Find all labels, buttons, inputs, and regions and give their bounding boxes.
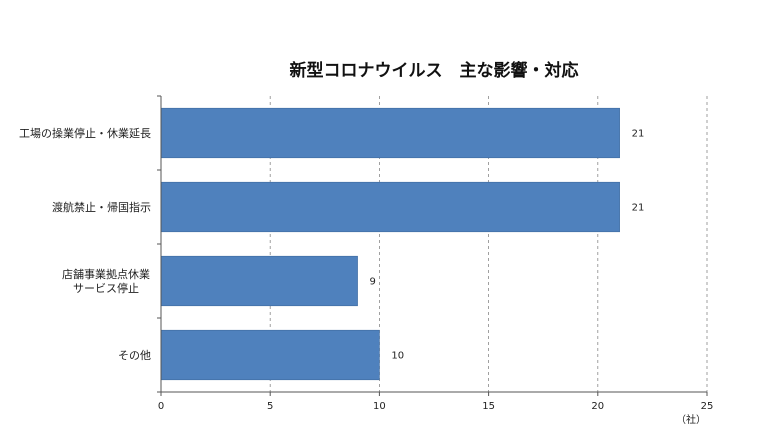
data-label: 21 [632, 129, 645, 140]
category-label: 工場の操業停止・休業延長 [19, 126, 151, 140]
x-tick-label: 15 [482, 401, 495, 412]
unit-label: （社） [676, 413, 706, 426]
bar [160, 181, 620, 233]
x-tick-label: 25 [701, 401, 714, 412]
bar [160, 107, 620, 159]
category-label: 渡航禁止・帰国指示 [52, 200, 151, 214]
data-label: 9 [370, 277, 376, 288]
axes [157, 95, 708, 396]
x-tick-label: 0 [158, 401, 164, 412]
category-label: その他 [118, 349, 151, 362]
bars [160, 107, 620, 381]
chart-title: 新型コロナウイルス 主な影響・対応 [290, 60, 579, 81]
data-labels: 21 21 9 10 [370, 129, 645, 362]
data-label: 10 [391, 351, 404, 362]
bar [160, 255, 358, 307]
x-tick-label: 20 [591, 401, 604, 412]
data-label: 21 [632, 203, 645, 214]
category-label: 店舗事業拠点休業 [62, 267, 150, 281]
x-tick-label: 5 [267, 401, 273, 412]
category-label: サービス停止 [73, 281, 139, 295]
bar [160, 329, 380, 381]
x-tick-label: 10 [373, 401, 386, 412]
x-tick-labels: 0 5 10 15 20 25 [158, 401, 714, 412]
